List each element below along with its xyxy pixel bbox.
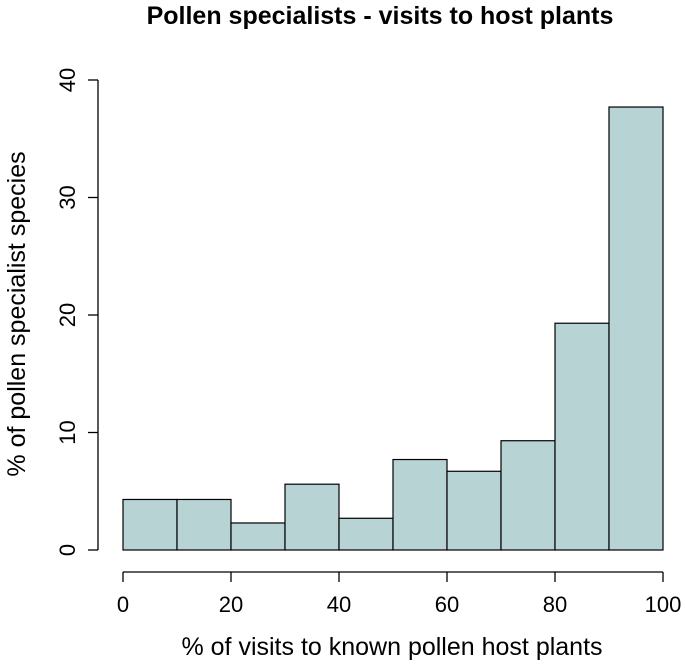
histogram-bar-10 bbox=[608, 106, 664, 551]
x-tick-label: 60 bbox=[435, 592, 459, 617]
histogram-bar-3 bbox=[230, 522, 286, 551]
x-ticks: 0 20 40 60 80 100 bbox=[117, 572, 681, 617]
y-tick-label: 40 bbox=[55, 68, 80, 92]
histogram-bar-5 bbox=[338, 517, 394, 551]
y-tick-label: 20 bbox=[55, 303, 80, 327]
histogram-bar-9 bbox=[554, 322, 610, 551]
histogram-bar-1 bbox=[122, 498, 178, 551]
y-tick-label: 30 bbox=[55, 185, 80, 209]
y-tick-label: 0 bbox=[55, 544, 80, 556]
x-axis-label: % of visits to known pollen host plants bbox=[181, 633, 602, 661]
x-tick-label: 40 bbox=[327, 592, 351, 617]
y-axis: 0 10 20 30 40 bbox=[55, 68, 99, 556]
y-tick-label: 10 bbox=[55, 420, 80, 444]
x-tick-label: 20 bbox=[219, 592, 243, 617]
y-ticks: 0 10 20 30 40 bbox=[55, 68, 98, 556]
histogram-bar-2 bbox=[176, 498, 232, 551]
y-axis-label: % of pollen specialist species bbox=[3, 151, 31, 476]
histogram-bar-4 bbox=[284, 483, 340, 551]
chart-title: Pollen specialists - visits to host plan… bbox=[147, 2, 614, 30]
histogram-bar-7 bbox=[446, 470, 502, 551]
x-tick-label: 100 bbox=[645, 592, 682, 617]
histogram-bar-6 bbox=[392, 458, 448, 551]
x-tick-label: 80 bbox=[543, 592, 567, 617]
histogram-bar-8 bbox=[500, 440, 556, 551]
x-tick-label: 0 bbox=[117, 592, 129, 617]
x-axis: 0 20 40 60 80 100 bbox=[117, 571, 681, 617]
bars-group bbox=[122, 106, 664, 551]
